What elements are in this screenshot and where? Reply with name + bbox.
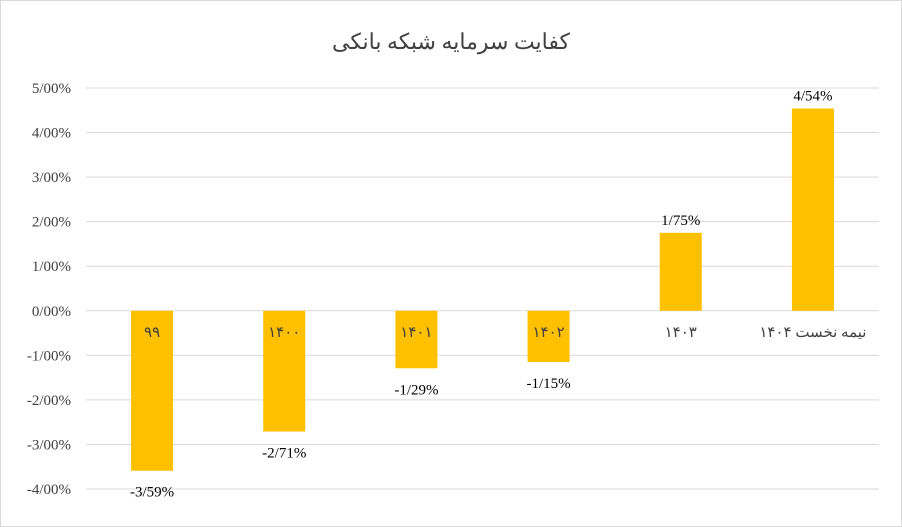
- y-tick-label: 5/00%: [32, 81, 71, 97]
- y-tick-label: 1/00%: [32, 259, 71, 275]
- data-label: 1/75%: [661, 213, 700, 229]
- y-tick-label: 0/00%: [32, 304, 71, 320]
- bar: [263, 310, 306, 432]
- bar: [791, 108, 834, 311]
- bar: [527, 310, 570, 363]
- y-tick-label: -1/00%: [27, 348, 71, 364]
- category-label: ۱۴۰۱: [400, 325, 432, 341]
- gridlines: [86, 87, 879, 490]
- data-labels: -3/59% -2/71% -1/29% -1/15% 1/75% 4/54%: [130, 88, 833, 500]
- bar: [395, 310, 438, 369]
- chart-title: کفایت سرمایه شبکه بانکی: [332, 29, 570, 55]
- category-labels: ۹۹ ۱۴۰۰ ۱۴۰۱ ۱۴۰۲ ۱۴۰۳ نیمه نخست ۱۴۰۴: [144, 325, 866, 341]
- category-label: ۹۹: [144, 325, 160, 341]
- category-label: ۱۴۰۲: [532, 325, 564, 341]
- data-label: 4/54%: [793, 88, 832, 104]
- y-tick-label: 2/00%: [32, 215, 71, 231]
- category-label: نیمه نخست ۱۴۰۴: [759, 325, 866, 341]
- bar: [131, 310, 174, 471]
- data-label: -1/15%: [526, 376, 570, 392]
- bar: [659, 232, 702, 311]
- y-tick-label: 4/00%: [32, 126, 71, 142]
- y-tick-label: -4/00%: [27, 482, 71, 498]
- y-tick-label: -3/00%: [27, 437, 71, 453]
- bars: [131, 108, 834, 471]
- category-label: ۱۴۰۳: [665, 325, 697, 341]
- y-tick-label: -2/00%: [27, 393, 71, 409]
- data-label: -1/29%: [394, 382, 438, 398]
- y-tick-label: 3/00%: [32, 170, 71, 186]
- data-label: -3/59%: [130, 485, 174, 501]
- category-label: ۱۴۰۰: [268, 325, 300, 341]
- data-label: -2/71%: [262, 446, 306, 462]
- y-axis-ticks: 5/00% 4/00% 3/00% 2/00% 1/00% 0/00% -1/00% -2/0…: [27, 81, 71, 498]
